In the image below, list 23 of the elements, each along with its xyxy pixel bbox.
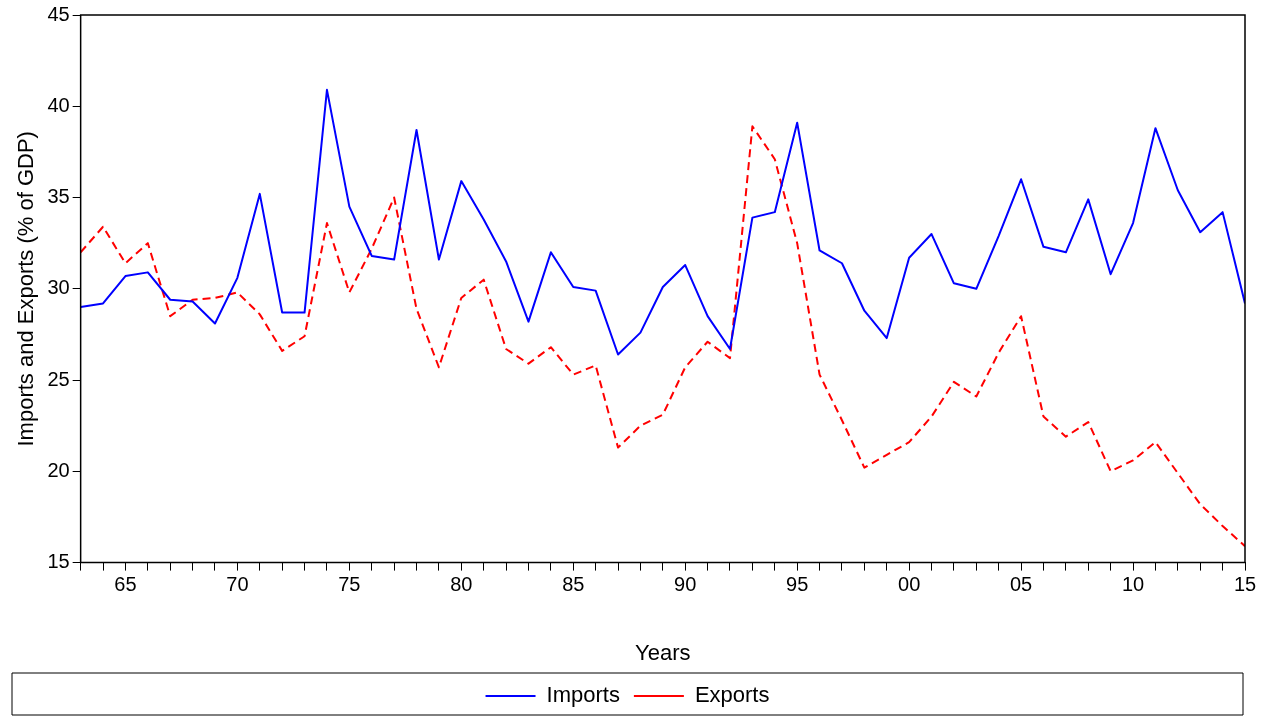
y-tick-label: 20 [47, 458, 70, 481]
y-tick-label: 30 [47, 276, 70, 299]
y-tick-label: 45 [47, 2, 70, 25]
x-tick-label: 80 [450, 573, 473, 596]
legend-label: Exports [694, 682, 770, 708]
x-tick-label: 70 [226, 573, 249, 596]
y-tick-label: 35 [47, 185, 70, 208]
y-tick-label: 15 [47, 550, 70, 573]
x-tick-label: 85 [562, 573, 585, 596]
x-axis-title: Years [635, 639, 691, 665]
y-tick-label: 25 [47, 367, 70, 390]
x-tick-label: 75 [338, 573, 361, 596]
x-tick-label: 15 [1233, 573, 1257, 596]
line-series [80, 125, 1245, 548]
legend-label: Imports [546, 682, 620, 708]
y-tick-label: 40 [47, 93, 70, 116]
x-tick-label: 10 [1121, 573, 1145, 596]
x-tick-label: 00 [898, 573, 921, 596]
x-tick-label: 90 [674, 573, 697, 596]
x-tick-label: 65 [114, 573, 137, 596]
x-tick-label: 05 [1009, 573, 1033, 596]
x-tick-label: 95 [786, 573, 809, 596]
y-axis-title: Imports and Exports (% of GDP) [13, 131, 39, 447]
